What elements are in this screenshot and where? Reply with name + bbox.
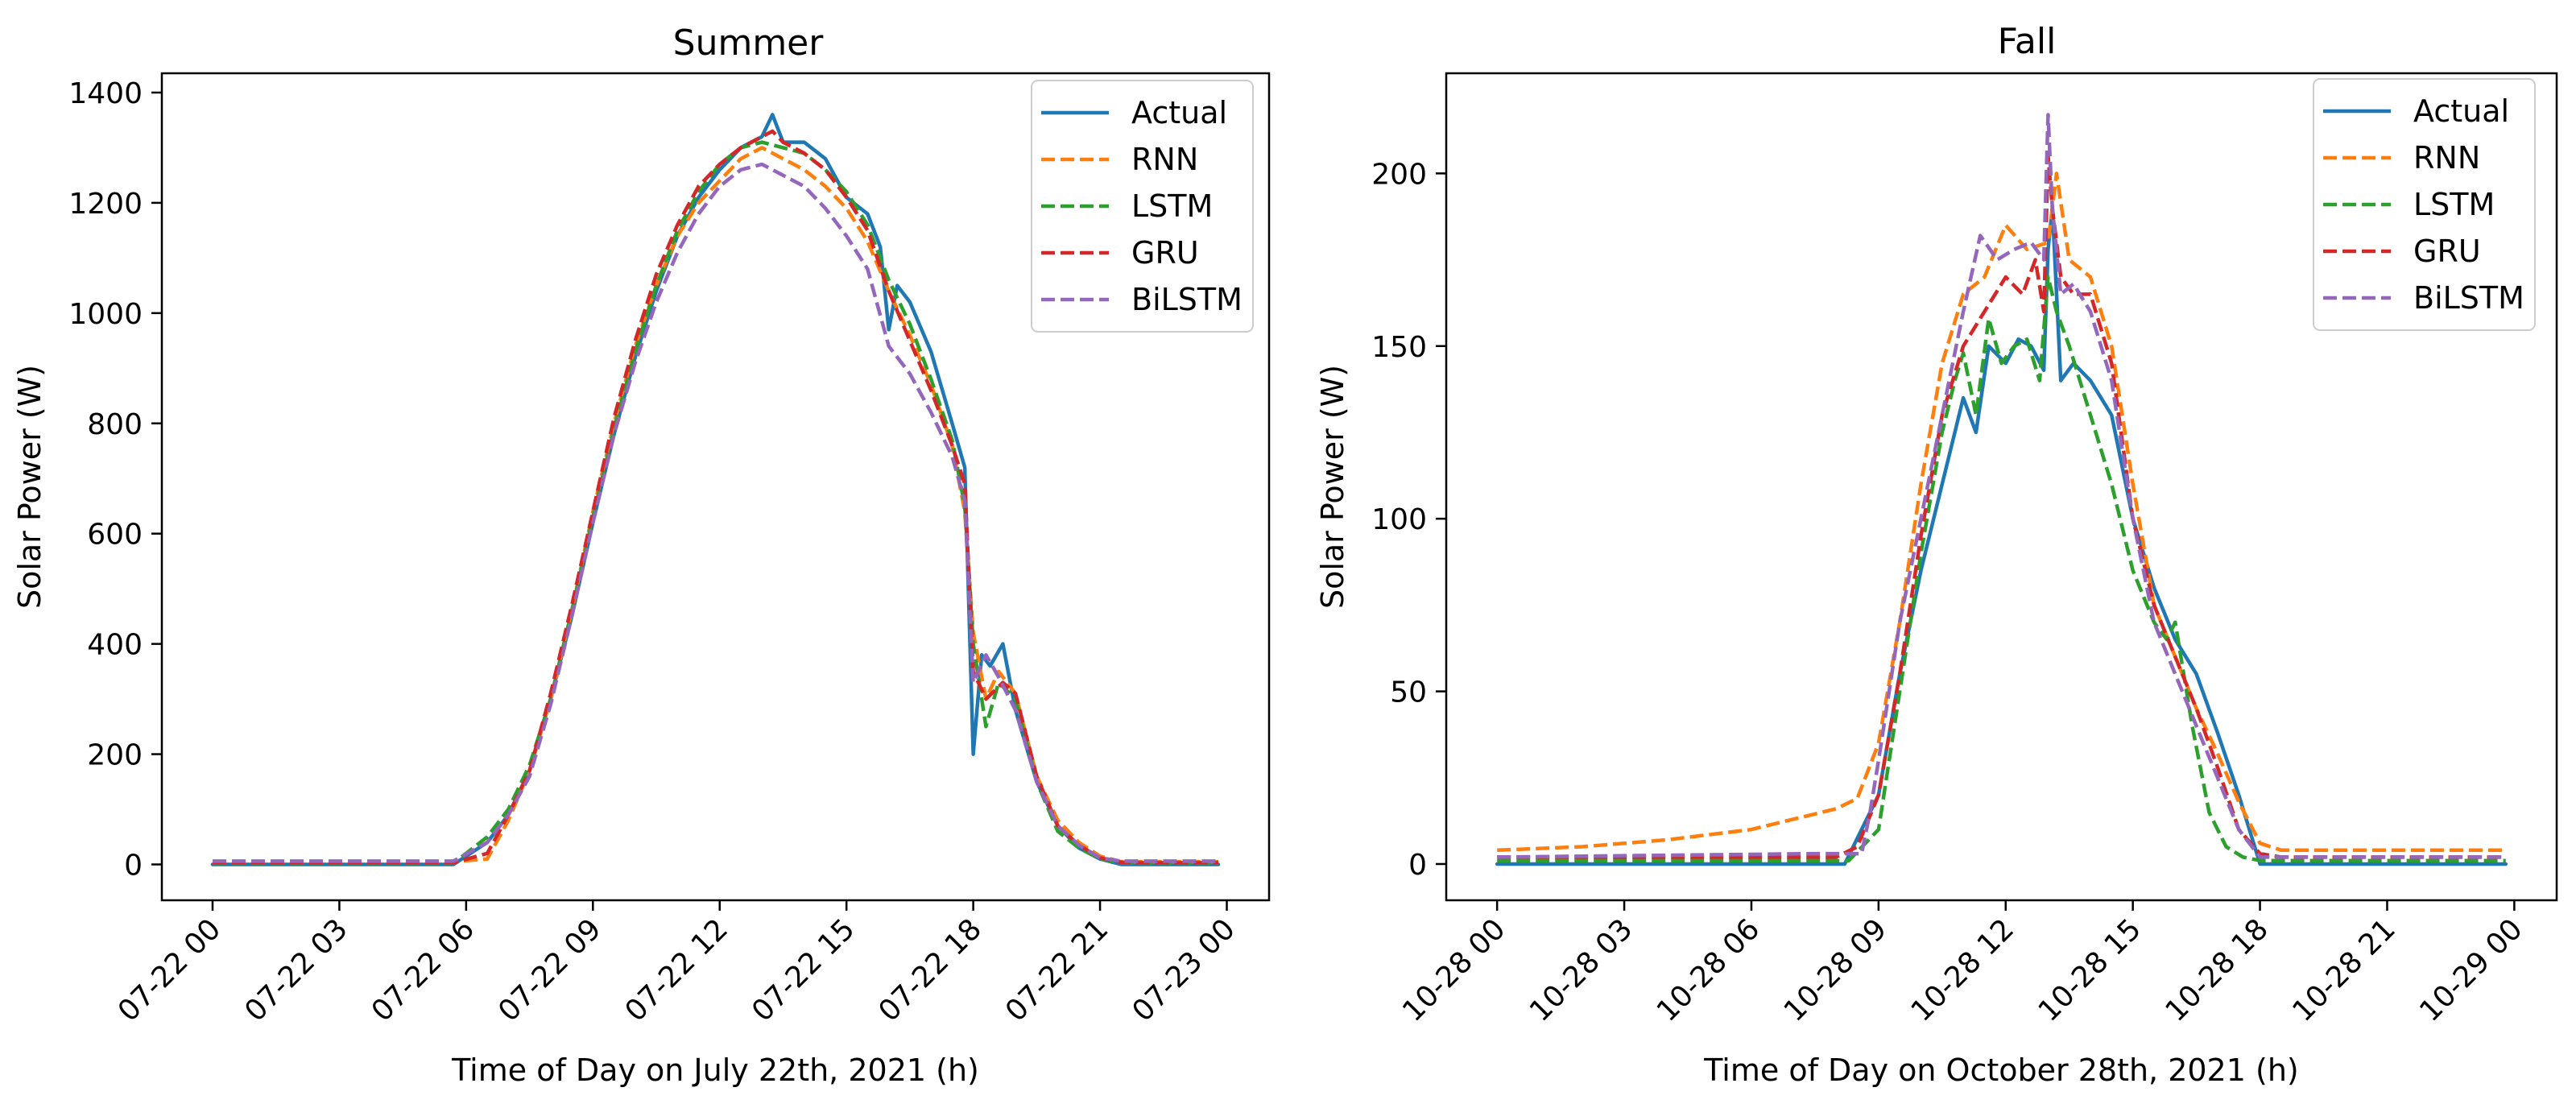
y-tick-label: 0 [1408,849,1427,882]
x-tick-label: 10-28 06 [1651,912,1766,1028]
x-axis-label: Time of Day on October 28th, 2021 (h) [1703,1052,2298,1088]
legend-label-actual: Actual [1131,95,1227,130]
series-line-lstm [1497,275,2506,862]
y-tick-label: 1200 [68,188,143,221]
series-line-bilstm [1497,113,2506,859]
legend-label-bilstm: BiLSTM [2413,280,2524,316]
x-tick-label: 07-22 09 [492,912,607,1028]
y-axis-label: Solar Power (W) [1315,365,1350,609]
y-tick-label: 50 [1390,676,1427,709]
x-tick-label: 10-28 18 [2159,912,2274,1028]
y-tick-label: 600 [87,519,143,552]
y-tick-label: 1400 [68,77,143,110]
plot-frame [160,72,1271,902]
x-tick-label: 10-28 03 [1524,912,1639,1028]
legend-label-gru: GRU [1131,235,1199,271]
series-group [210,113,1221,866]
legend-label-rnn: RNN [2413,140,2480,176]
legend: Actual RNN LSTM GRU BiLSTM [1031,80,1254,333]
legend-label-gru: GRU [2413,234,2481,269]
x-tick-label: 07-22 15 [746,912,861,1028]
legend-label-lstm: LSTM [1131,188,1213,224]
series-group [1495,113,2508,866]
legend-label-actual: Actual [2413,93,2509,129]
y-axis-label: Solar Power (W) [12,365,48,609]
x-tick-label: 10-28 09 [1778,912,1893,1028]
x-tick-label: 10-28 12 [1905,912,2020,1028]
legend-box [2313,78,2536,331]
x-tick-label: 07-22 12 [619,912,734,1028]
y-tick-label: 100 [1371,503,1427,536]
legend-label-lstm: LSTM [2413,187,2495,222]
y-tick-label: 200 [1371,158,1427,191]
y-tick-label: 200 [87,739,143,772]
x-axis-label: Time of Day on July 22th, 2021 (h) [451,1052,979,1088]
plot-frame [1445,72,2558,902]
series-line-bilstm [213,162,1218,863]
series-line-actual [1495,205,2508,866]
y-tick-label: 150 [1371,331,1427,364]
series-line-rnn [213,146,1218,864]
chart-title: Summer [673,23,825,64]
y-tick-label: 800 [87,408,143,441]
x-tick-label: 10-29 00 [2413,912,2528,1028]
series-line-rnn [1497,172,2506,853]
legend: Actual RNN LSTM GRU BiLSTM [2313,78,2536,331]
legend-label-rnn: RNN [1131,142,1198,177]
y-tick-label: 400 [87,629,143,662]
chart-title: Fall [1998,21,2057,62]
y-tick-label: 1000 [68,298,143,331]
x-tick-label: 07-22 03 [238,912,354,1028]
series-line-gru [1497,154,2506,859]
x-tick-label: 10-28 21 [2286,912,2401,1028]
x-tick-label: 07-22 00 [112,912,227,1028]
x-tick-label: 07-22 21 [999,912,1114,1028]
legend-label-bilstm: BiLSTM [1131,282,1243,317]
x-tick-label: 07-22 18 [873,912,988,1028]
legend-box [1031,80,1254,333]
x-tick-label: 10-28 15 [2032,912,2148,1028]
x-tick-label: 07-23 00 [1126,912,1241,1028]
x-tick-label: 07-22 06 [366,912,481,1028]
y-tick-label: 0 [124,849,143,882]
x-tick-label: 10-28 00 [1396,912,1511,1028]
